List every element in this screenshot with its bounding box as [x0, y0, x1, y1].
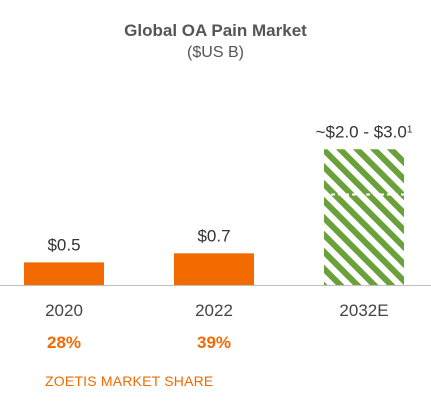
- category-label-2022: 2022: [195, 301, 233, 320]
- value-label-2020: $0.5: [47, 235, 80, 254]
- market-share-2020: 28%: [46, 333, 82, 352]
- market-share-label: ZOETIS MARKET SHARE: [45, 373, 214, 389]
- bar-2022: [174, 253, 254, 285]
- bar-2032e: [324, 149, 404, 285]
- value-label-2032e: ~$2.0 - $3.01: [316, 122, 413, 141]
- bar-2020: [24, 262, 104, 285]
- value-label-2022: $0.7: [197, 226, 230, 245]
- category-label-2020: 2020: [45, 301, 83, 320]
- category-label-2032e: 2032E: [339, 301, 388, 320]
- chart-subtitle: ($US B): [187, 44, 244, 61]
- chart-title: Global OA Pain Market: [124, 21, 307, 40]
- market-share-2022: 39%: [196, 333, 232, 352]
